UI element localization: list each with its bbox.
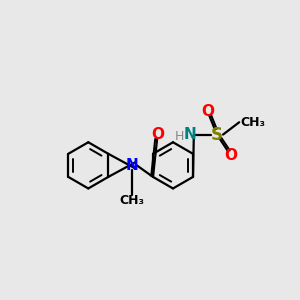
Text: N: N (184, 127, 196, 142)
Text: S: S (211, 126, 223, 144)
Text: O: O (151, 127, 164, 142)
Text: CH₃: CH₃ (120, 194, 145, 207)
Text: H: H (175, 130, 184, 142)
Text: O: O (224, 148, 237, 163)
Text: CH₃: CH₃ (241, 116, 266, 129)
Text: N: N (126, 158, 139, 173)
Text: O: O (201, 104, 214, 119)
